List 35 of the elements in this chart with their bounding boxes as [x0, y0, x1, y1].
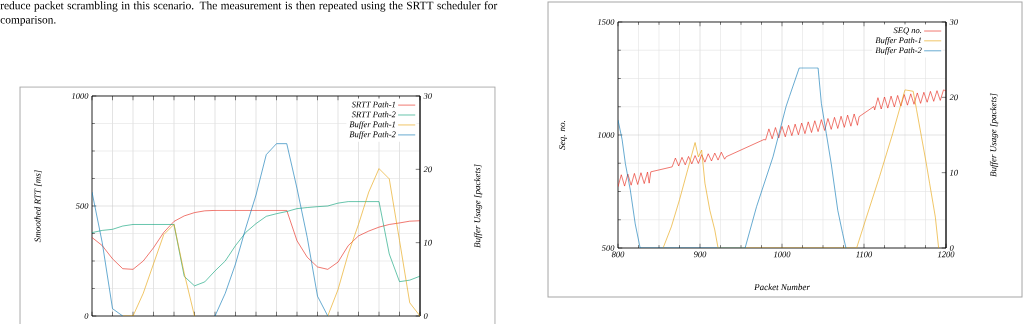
y2-tick-label: 20 [949, 94, 958, 101]
legend-label: SRTT Path-1 [351, 101, 395, 108]
y2-tick-label: 30 [949, 19, 958, 25]
legend-label: Buffer Path-1 [349, 121, 395, 129]
line-series [618, 67, 847, 248]
legend-label: SEQ no. [893, 27, 922, 35]
y2-tick-label: 20 [423, 166, 432, 173]
legend-label: Buffer Path-2 [349, 131, 396, 139]
y-axis-title: Smoothed RTT [ms] [34, 170, 42, 243]
text: reduce packet scrambling in this scenario. The measurement is then repeated using the SRTT scheduler for comparison. [0, 1, 498, 26]
y2-tick-label: 10 [423, 239, 432, 246]
x-tick-label: 1200 [937, 251, 955, 258]
y2-tick-label: 0 [423, 313, 428, 319]
y2-tick-label: 10 [949, 169, 958, 176]
y-axis-title: Seq. no. [559, 121, 567, 150]
legend-label: Buffer Path-1 [875, 37, 921, 45]
legend-label: SRTT Path-2 [351, 111, 396, 118]
line-series [618, 89, 947, 188]
y-tick-label: 0 [84, 313, 89, 319]
y-tick-label: 1000 [597, 132, 615, 138]
x-axis-title: Packet Number [754, 283, 810, 291]
legend-label: Buffer Path-2 [875, 47, 922, 55]
y2-tick-label: 30 [423, 93, 432, 99]
y2-axis-title: Buffer Usage [packets] [989, 93, 999, 177]
y2-axis-title: Buffer Usage [packets] [473, 164, 483, 248]
line-series [662, 89, 939, 248]
y2-tick-label: 0 [949, 245, 954, 251]
x-tick-label: 800 [611, 251, 625, 258]
x-tick-label: 1000 [773, 251, 791, 258]
x-tick-label: 1100 [856, 251, 873, 258]
y-tick-label: 1500 [597, 19, 615, 25]
y-tick-label: 500 [601, 245, 615, 251]
x-tick-label: 900 [693, 251, 707, 258]
y-tick-label: 1000 [71, 93, 89, 99]
y-tick-label: 500 [75, 203, 89, 209]
